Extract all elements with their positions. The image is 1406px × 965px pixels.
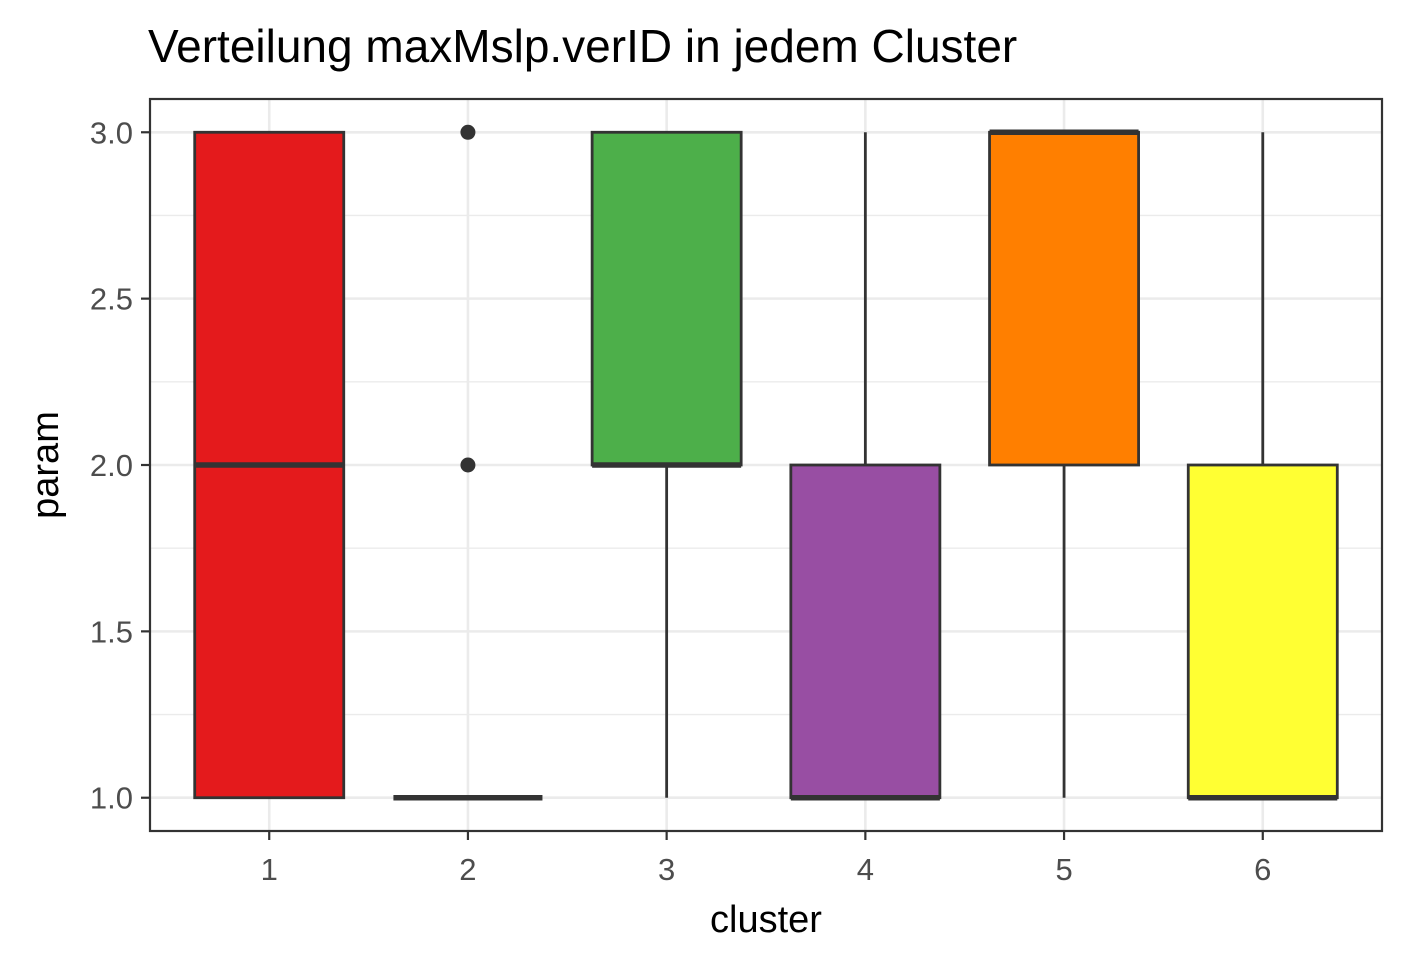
axes-layer: 1.0 1.5 2.0 2.5 3.0 1 2 3 4 5 6 — [90, 115, 1272, 887]
y-axis-title: param — [25, 411, 67, 519]
x-tick-label: 2 — [459, 852, 476, 887]
y-tick-label: 1.5 — [90, 614, 133, 649]
x-tick-label: 6 — [1254, 852, 1271, 887]
box-cluster-6 — [1186, 132, 1339, 801]
y-tick-label: 2.5 — [90, 282, 133, 317]
chart-title: Verteilung maxMslp.verID in jedem Cluste… — [148, 20, 1017, 72]
x-tick-label: 5 — [1055, 852, 1072, 887]
y-tick-label: 3.0 — [90, 115, 133, 150]
box-cluster-4 — [789, 132, 942, 801]
box-body — [789, 463, 942, 800]
outlier-point — [460, 457, 476, 473]
box-cluster-5 — [988, 129, 1140, 798]
x-axis-title: cluster — [710, 899, 822, 941]
box-cluster-2 — [393, 124, 543, 801]
x-tick-label: 1 — [261, 852, 278, 887]
y-tick-label: 1.0 — [90, 781, 133, 816]
box-cluster-3 — [590, 130, 743, 798]
boxes-layer — [193, 124, 1339, 801]
outlier-point — [460, 124, 476, 140]
x-tick-label: 3 — [658, 852, 675, 887]
box-body — [1186, 463, 1339, 800]
y-tick-label: 2.0 — [90, 448, 133, 483]
x-tick-label: 4 — [857, 852, 874, 887]
box-cluster-1 — [193, 130, 346, 800]
box-body — [590, 130, 743, 467]
box-body — [988, 130, 1140, 467]
